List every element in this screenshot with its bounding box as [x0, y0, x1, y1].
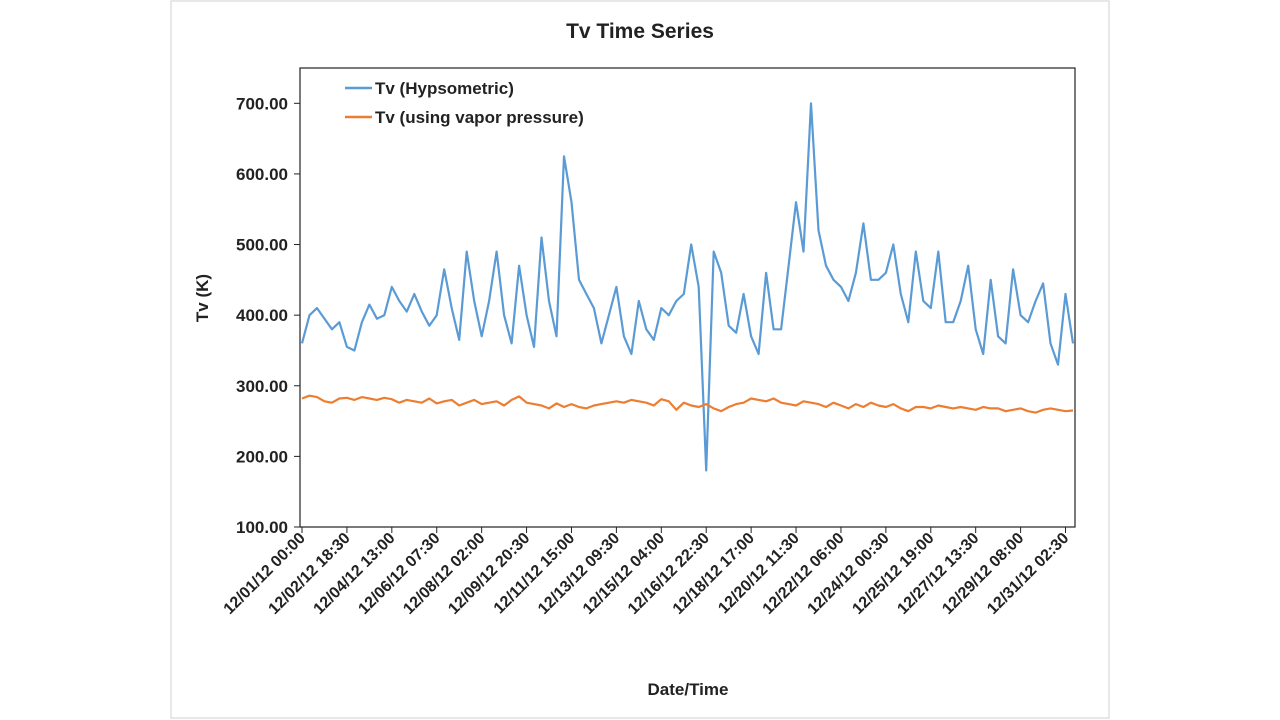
y-tick-label: 200.00: [236, 447, 288, 466]
legend-label: Tv (Hypsometric): [375, 79, 514, 98]
y-tick-label: 600.00: [236, 165, 288, 184]
legend-label: Tv (using vapor pressure): [375, 108, 584, 127]
chart-frame: [170, 0, 1110, 719]
chart-title: Tv Time Series: [566, 20, 714, 43]
series-line: [301, 394, 1074, 414]
y-axis-label: Tv (K): [193, 274, 212, 322]
series-line: [300, 102, 1075, 472]
y-tick-label: 400.00: [236, 306, 288, 325]
y-tick-label: 700.00: [236, 94, 288, 113]
x-axis-label: Date/Time: [648, 680, 729, 699]
plot-area: [299, 67, 1076, 528]
y-tick-label: 100.00: [236, 518, 288, 537]
y-tick-label: 300.00: [236, 377, 288, 396]
y-tick-label: 500.00: [236, 236, 288, 255]
